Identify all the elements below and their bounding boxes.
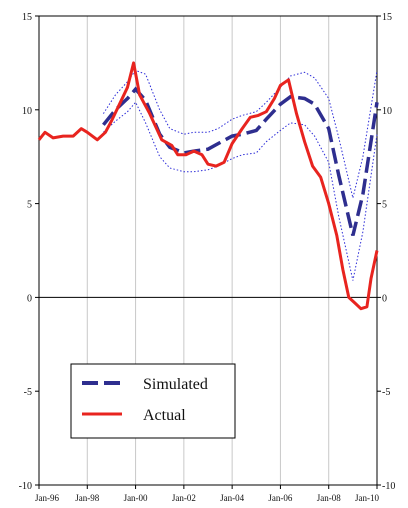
x-tick-label: Jan-04: [220, 493, 244, 503]
y-tick-label-left: 0: [27, 293, 32, 304]
x-tick-label: Jan-10: [355, 493, 379, 503]
y-axis-left: -10 -5 0 5 10 15: [19, 12, 39, 492]
y-tick-label-left: 10: [22, 106, 32, 117]
legend: Simulated Actual: [70, 363, 236, 439]
y-tick-label-right: 15: [382, 12, 392, 23]
x-axis: Jan-96 Jan-98 Jan-00 Jan-02 Jan-04 Jan-06 Jan-…: [35, 485, 379, 503]
series-line-simulated: [102, 86, 379, 236]
y-tick-label-right: 5: [382, 200, 387, 211]
x-tick-label: Jan-02: [172, 493, 196, 503]
y-tick-label-right: 0: [382, 293, 387, 304]
legend-label-actual: Actual: [143, 407, 186, 424]
x-tick-label: Jan-06: [268, 493, 292, 503]
x-tick-label: Jan-98: [75, 493, 99, 503]
y-tick-label-right: -10: [382, 481, 395, 492]
y-tick-label-left: -5: [24, 387, 32, 398]
series-line-actual: [37, 61, 379, 311]
y-tick-label-left: 5: [27, 200, 32, 211]
y-tick-label-right: 10: [382, 106, 392, 117]
x-tick-label: Jan-00: [124, 493, 148, 503]
y-tick-label-right: -5: [382, 387, 390, 398]
y-axis-right: -10 -5 0 5 10 15: [377, 12, 395, 492]
x-tick-label: Jan-08: [317, 493, 341, 503]
legend-label-simulated: Simulated: [143, 376, 208, 393]
confidence-band-upper: [102, 69, 378, 199]
x-tick-label: Jan-96: [35, 493, 59, 503]
y-tick-label-left: -10: [19, 481, 32, 492]
y-tick-label-left: 15: [22, 12, 32, 23]
series-lines: [37, 61, 379, 311]
legend-box: [70, 363, 236, 439]
confidence-band-lower: [103, 101, 378, 281]
